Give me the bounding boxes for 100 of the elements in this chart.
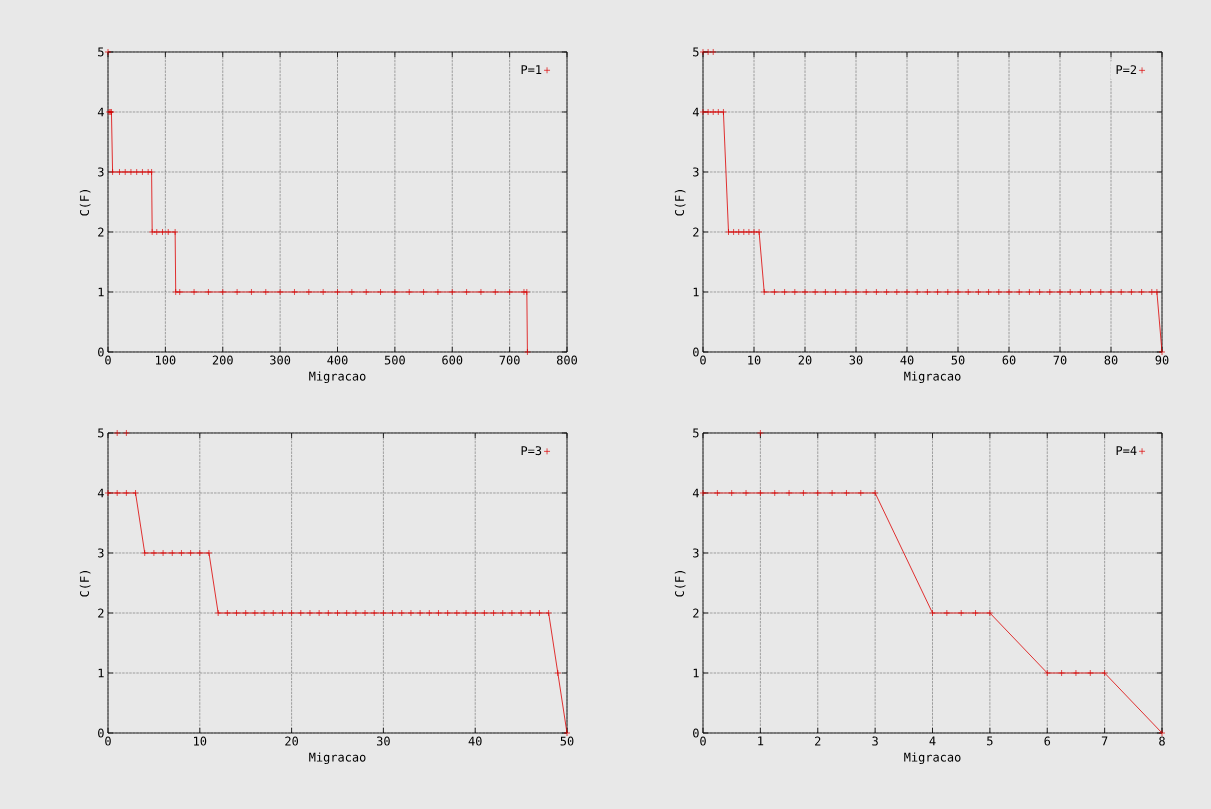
point xyxy=(144,168,152,176)
point xyxy=(471,609,479,617)
point xyxy=(127,168,135,176)
point xyxy=(1072,669,1080,677)
point xyxy=(116,168,123,176)
point xyxy=(852,288,860,296)
point xyxy=(334,609,341,617)
point xyxy=(435,609,442,617)
point xyxy=(699,108,707,116)
point xyxy=(714,108,722,116)
y-tick-label: 2 xyxy=(98,227,104,237)
x-tick-label: 20 xyxy=(285,736,299,746)
y-axis-title: C(F) xyxy=(674,571,686,597)
point xyxy=(477,288,485,296)
point xyxy=(407,609,415,617)
point xyxy=(416,609,424,617)
point xyxy=(262,288,270,296)
y-tick-label: 2 xyxy=(693,227,699,237)
x-tick-label: 0 xyxy=(700,355,706,365)
point xyxy=(164,228,172,236)
point xyxy=(223,609,231,617)
x-tick-label: 40 xyxy=(900,355,914,365)
point xyxy=(791,288,799,296)
point xyxy=(843,489,850,497)
y-tick-label: 3 xyxy=(98,167,104,177)
x-axis-title: Migracao xyxy=(309,371,366,384)
point xyxy=(1153,288,1161,296)
point xyxy=(1101,669,1108,677)
point xyxy=(730,228,737,236)
x-tick-label: 8 xyxy=(1159,736,1165,746)
point xyxy=(811,288,819,296)
point xyxy=(506,288,513,296)
x-tick-label: 6 xyxy=(1044,736,1051,746)
point xyxy=(490,609,497,617)
point xyxy=(903,288,911,296)
point xyxy=(276,288,284,296)
point xyxy=(929,609,936,617)
point xyxy=(348,288,356,296)
point xyxy=(291,288,298,296)
point xyxy=(121,168,129,176)
point xyxy=(269,609,277,617)
x-tick-label: 600 xyxy=(442,355,463,365)
point xyxy=(781,288,788,296)
point xyxy=(148,168,155,176)
point xyxy=(822,288,829,296)
point xyxy=(405,288,413,296)
point xyxy=(132,489,139,497)
point xyxy=(1026,288,1033,296)
point xyxy=(491,288,499,296)
point xyxy=(964,288,972,296)
x-tick-label: 20 xyxy=(798,355,812,365)
point xyxy=(159,228,166,236)
point xyxy=(380,609,387,617)
point xyxy=(148,228,156,236)
legend-label: P=3 xyxy=(521,446,542,456)
point xyxy=(391,288,399,296)
y-tick-label: 4 xyxy=(692,107,699,117)
point xyxy=(1058,669,1065,677)
point xyxy=(1005,288,1013,296)
point xyxy=(1138,288,1145,296)
point xyxy=(554,669,562,677)
x-tick-label: 10 xyxy=(194,736,207,746)
point xyxy=(248,288,255,296)
point xyxy=(545,609,552,617)
point xyxy=(893,288,901,296)
point xyxy=(1077,288,1084,296)
point xyxy=(828,489,836,497)
point xyxy=(260,609,268,617)
point xyxy=(862,288,870,296)
y-tick-label: 2 xyxy=(98,608,104,618)
point xyxy=(714,489,721,497)
x-axis-title: Migracao xyxy=(904,371,961,384)
x-tick-label: 500 xyxy=(384,355,405,365)
point xyxy=(153,228,161,236)
y-axis-title: C(F) xyxy=(79,571,91,597)
point xyxy=(288,609,295,617)
point xyxy=(1086,669,1094,677)
point xyxy=(370,609,378,617)
point xyxy=(814,489,822,497)
point xyxy=(735,228,743,236)
point xyxy=(425,609,433,617)
point xyxy=(699,489,707,497)
x-tick-label: 800 xyxy=(556,355,578,365)
point xyxy=(760,288,768,296)
point xyxy=(857,489,865,497)
point xyxy=(113,429,121,437)
point xyxy=(536,609,543,617)
y-tick-label: 0 xyxy=(693,347,699,357)
x-tick-label: 7 xyxy=(1101,736,1108,746)
point xyxy=(233,288,241,296)
point xyxy=(745,228,753,236)
point xyxy=(842,288,850,296)
point xyxy=(954,288,962,296)
point xyxy=(398,609,406,617)
point xyxy=(526,609,534,617)
y-tick-label: 5 xyxy=(98,428,104,438)
point xyxy=(205,288,212,296)
point xyxy=(517,609,525,617)
point xyxy=(995,288,1003,296)
point xyxy=(279,609,286,617)
